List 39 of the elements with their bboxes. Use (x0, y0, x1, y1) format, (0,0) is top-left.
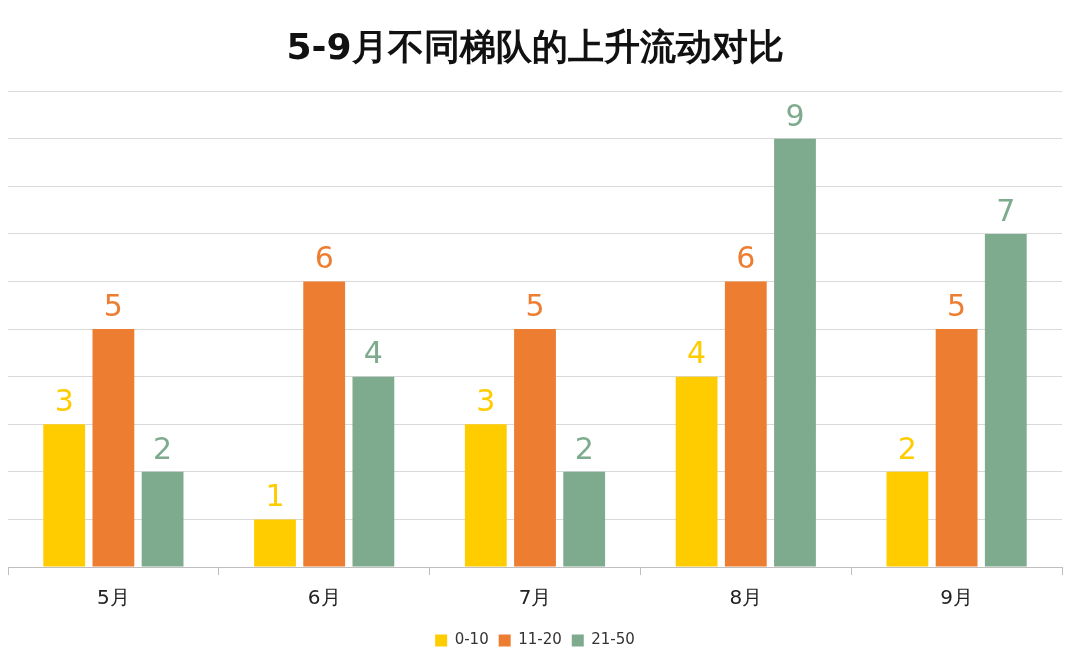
x-tick-label: 6月 (307, 585, 341, 610)
bar (92, 329, 135, 567)
data-label: 5 (103, 287, 123, 323)
data-label: 2 (897, 430, 917, 466)
bar (141, 471, 184, 567)
bar (303, 281, 346, 567)
bar (984, 233, 1027, 567)
legend-label: 21-50 (591, 630, 635, 649)
bar (254, 519, 296, 567)
data-label: 3 (54, 383, 74, 419)
x-tick-label: 9月 (940, 585, 973, 610)
data-label: 7 (996, 192, 1016, 228)
bar (464, 424, 507, 567)
bar (724, 281, 767, 567)
bar (352, 376, 395, 567)
data-label: 2 (574, 430, 594, 466)
data-label: 4 (687, 335, 707, 371)
data-label: 6 (314, 240, 334, 276)
data-label: 5 (525, 287, 545, 323)
data-label: 3 (476, 383, 496, 419)
bar (514, 329, 556, 567)
chart-title: 5-9月不同梯队的上升流动对比 (286, 25, 784, 67)
data-label: 4 (363, 335, 383, 371)
bar (43, 424, 86, 567)
x-tick-label: 5月 (97, 585, 130, 610)
data-label: 5 (947, 287, 967, 323)
data-label: 6 (736, 240, 756, 276)
data-label: 1 (265, 478, 285, 514)
bar (563, 471, 606, 567)
legend-label: 0-10 (454, 630, 489, 649)
x-tick-label: 7月 (518, 585, 552, 610)
data-label: 2 (153, 430, 173, 466)
legend-label: 11-20 (518, 630, 562, 649)
data-label: 9 (785, 97, 805, 133)
bar (675, 376, 718, 567)
bar (774, 138, 816, 567)
bar (886, 471, 929, 567)
bar (935, 329, 978, 567)
x-tick-label: 8月 (729, 585, 763, 610)
